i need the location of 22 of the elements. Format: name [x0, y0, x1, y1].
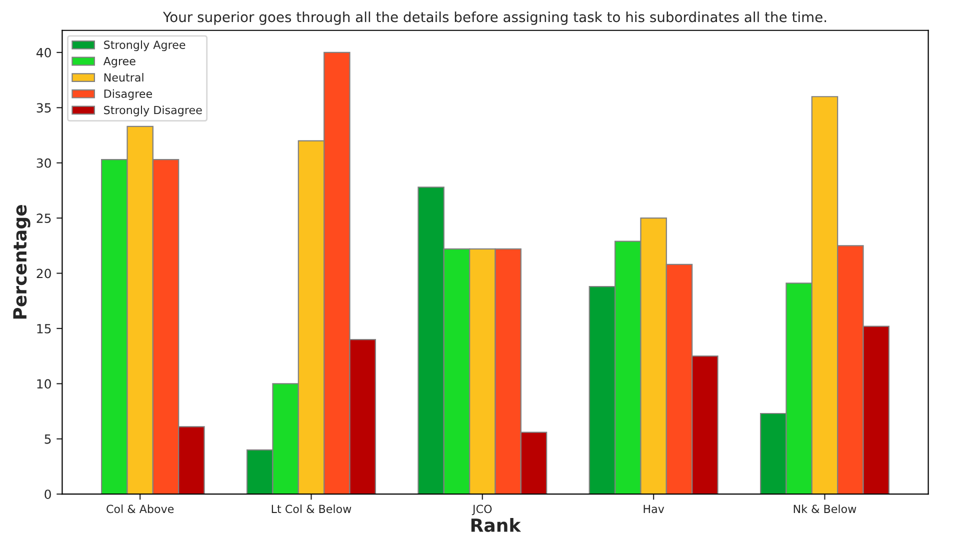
x-tick-label: Lt Col & Below — [272, 504, 352, 514]
x-tick-label: Hav — [644, 504, 664, 514]
legend-label: Agree — [103, 57, 136, 68]
chart-title: Your superior goes through all the details before assigning task to his subordinates all the time. — [162, 11, 826, 25]
legend-label: Strongly Disagree — [104, 106, 202, 116]
y-tick-label: 0 — [44, 490, 51, 500]
y-tick-label: 35 — [36, 103, 51, 113]
x-tick-label: Col & Above — [106, 504, 174, 514]
y-tick-label: 40 — [36, 48, 51, 58]
x-axis-title: Rank — [471, 518, 522, 532]
y-tick-label: 10 — [37, 379, 51, 389]
x-tick-label: Nk & Below — [794, 504, 856, 514]
legend-label: Neutral — [104, 73, 144, 82]
y-tick-label: 30 — [36, 158, 51, 168]
y-tick-label: 20 — [36, 268, 51, 278]
legend-label: Strongly Agree — [104, 40, 186, 52]
y-tick-label: 25 — [36, 214, 51, 223]
y-axis-title: Percentage — [13, 205, 30, 319]
y-tick-label: 15 — [37, 324, 51, 334]
x-tick-label: JCO — [472, 504, 492, 516]
legend-label: Disagree — [104, 89, 152, 100]
y-tick-label: 5 — [44, 434, 51, 444]
